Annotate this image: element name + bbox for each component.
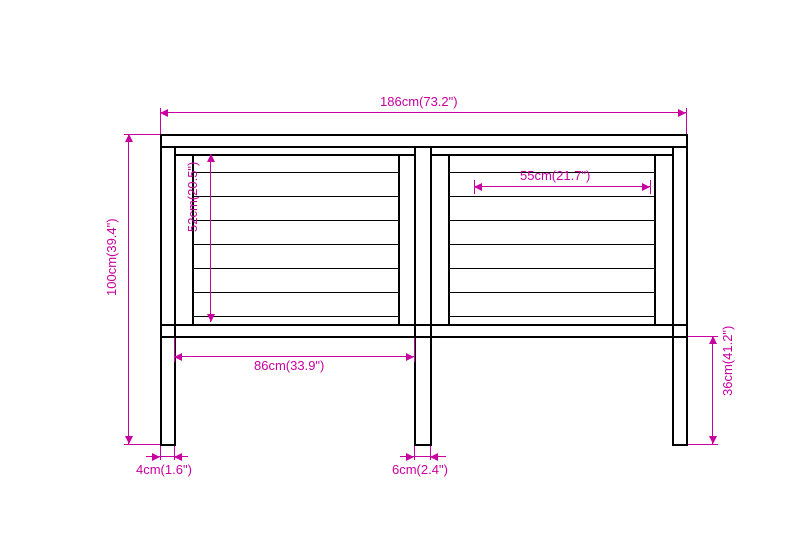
arrow-icon: [174, 353, 182, 361]
top-rail-rs: [686, 134, 688, 148]
dim-bay-width: 86cm(33.9"): [254, 358, 324, 373]
slat-l-4: [194, 244, 398, 245]
dim-sw-line: [474, 186, 650, 187]
arrow-icon: [678, 109, 686, 117]
left-post-r: [174, 146, 176, 444]
left-post-l: [160, 146, 162, 444]
arrow-icon: [152, 453, 160, 461]
dim-panel-height: 52cm(20.5"): [185, 162, 200, 232]
inner-l2: [448, 154, 450, 324]
slat-l-2: [194, 196, 398, 197]
slat-r-5: [450, 268, 654, 269]
dim-mp-ext-l: [414, 446, 415, 460]
slat-l-5: [194, 268, 398, 269]
slat-l-6: [194, 292, 398, 293]
slat-r-2: [450, 196, 654, 197]
dim-bw-line: [174, 356, 414, 357]
arrow-icon: [406, 453, 414, 461]
bot-rail-top: [160, 324, 688, 326]
slat-l-1: [194, 172, 398, 173]
inner-r1: [398, 154, 400, 324]
slat-l-7: [194, 316, 398, 317]
arrow-icon: [207, 154, 215, 162]
arrow-icon: [430, 453, 438, 461]
arrow-icon: [406, 353, 414, 361]
dim-left-post-w: 4cm(1.6"): [136, 462, 192, 477]
bot-rail-bot: [160, 336, 688, 338]
dim-leg-height: 36cm(41.2"): [720, 326, 735, 396]
dim-th-ext-b: [124, 444, 160, 445]
right-post-bot: [672, 444, 688, 446]
dim-sw-ext-r: [650, 180, 651, 194]
arrow-icon: [174, 453, 182, 461]
slat-l-3: [194, 220, 398, 221]
arrow-icon: [474, 183, 482, 191]
arrow-icon: [160, 109, 168, 117]
right-post-l: [672, 146, 674, 444]
sub-top-r: [432, 154, 672, 156]
slat-r-4: [450, 244, 654, 245]
arrow-icon: [125, 134, 133, 142]
dim-bw-ext-l: [174, 338, 175, 362]
dim-total-height: 100cm(39.4"): [104, 218, 119, 296]
dim-mid-post-w: 6cm(2.4"): [392, 462, 448, 477]
dim-ph-line: [210, 154, 211, 322]
top-rail-top: [160, 134, 688, 136]
arrow-icon: [642, 183, 650, 191]
dim-lh-ext-t: [688, 336, 718, 337]
mid-post-l: [414, 146, 416, 444]
technical-drawing: 186cm(73.2") 52cm(20.5") 100cm(39.4") 55…: [0, 0, 800, 533]
slat-r-6: [450, 292, 654, 293]
mid-post-r: [430, 146, 432, 444]
dim-bw-ext-r: [414, 338, 415, 362]
dim-slat-width: 55cm(21.7"): [520, 168, 590, 183]
right-post-r: [686, 146, 688, 444]
arrow-icon: [207, 314, 215, 322]
dim-lh-ext-b: [688, 444, 718, 445]
dim-th-ext-t: [124, 134, 160, 135]
arrow-icon: [125, 436, 133, 444]
dim-th-line: [128, 134, 129, 444]
inner-r2: [654, 154, 656, 324]
arrow-icon: [709, 336, 717, 344]
top-rail-bot: [160, 146, 688, 148]
dim-width-ext-r: [686, 108, 687, 134]
dim-width-line: [160, 112, 686, 113]
slat-r-3: [450, 220, 654, 221]
dim-lh-line: [712, 336, 713, 444]
dim-total-width: 186cm(73.2"): [380, 94, 458, 109]
dim-width-ext-l: [160, 108, 161, 134]
top-rail-ls: [160, 134, 162, 148]
slat-r-7: [450, 316, 654, 317]
arrow-icon: [709, 436, 717, 444]
dim-lp-ext-l: [160, 446, 161, 460]
dim-sw-ext-l: [474, 180, 475, 194]
